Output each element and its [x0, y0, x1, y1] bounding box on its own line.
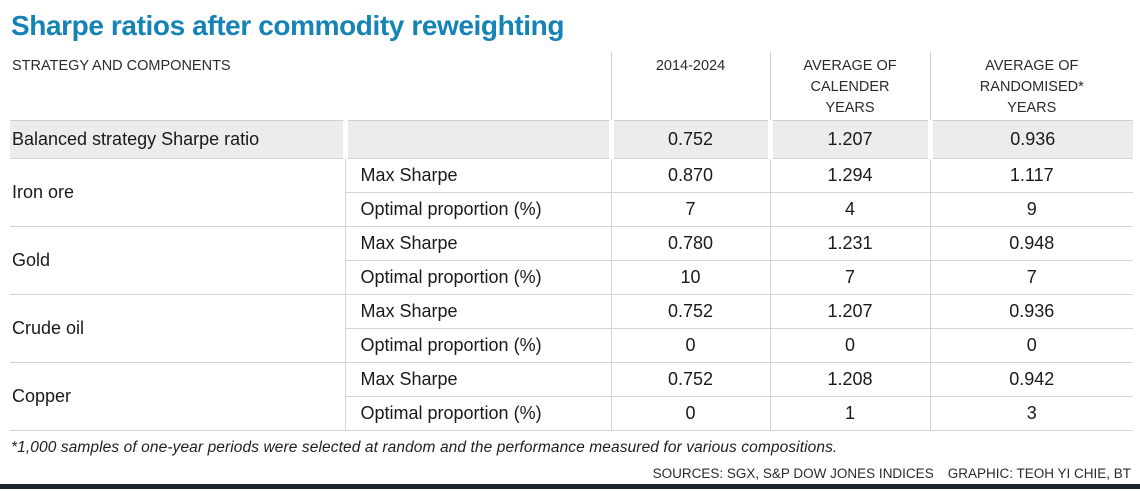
value-cell: 0.752 — [610, 362, 771, 397]
value-cell: 4 — [769, 192, 931, 227]
value-cell: 0.936 — [929, 294, 1134, 329]
value-cell: 1.207 — [767, 120, 931, 159]
table-row-gold-optimal: Optimal proportion (%) 10 7 7 — [10, 260, 1134, 295]
value-cell: 0.780 — [610, 226, 771, 261]
value-cell: 10 — [610, 260, 771, 295]
value-cell: 1.294 — [769, 158, 931, 193]
value-cell: 0.942 — [929, 362, 1134, 397]
balanced-label-cell: Balanced strategy Sharpe ratio — [10, 120, 345, 159]
value-cell: 0 — [610, 328, 771, 363]
table-row-iron-ore-optimal: Optimal proportion (%) 7 4 9 — [10, 192, 1134, 227]
col-header-avg-randomised: AVERAGE OF RANDOMISED* YEARS — [929, 52, 1134, 121]
table-row-copper-optimal: Optimal proportion (%) 0 1 3 — [10, 396, 1134, 431]
value-cell: 0.948 — [929, 226, 1134, 261]
value-cell: 1.117 — [929, 158, 1134, 193]
value-cell: 7 — [929, 260, 1134, 295]
value-cell: 0 — [929, 328, 1134, 363]
table-row-crude-oil-max-sharpe: Crude oil Max Sharpe 0.752 1.207 0.936 — [10, 294, 1134, 363]
component-cell: Max Sharpe — [344, 294, 612, 329]
credits-line: SOURCES: SGX, S&P DOW JONES INDICES GRAPH… — [10, 466, 1133, 481]
value-cell: 0.752 — [610, 294, 771, 329]
component-cell: Optimal proportion (%) — [344, 328, 612, 363]
value-cell: 1.231 — [769, 226, 931, 261]
value-cell: 1.207 — [769, 294, 931, 329]
table-row-copper-max-sharpe: Copper Max Sharpe 0.752 1.208 0.942 — [10, 362, 1134, 431]
credits-graphic: GRAPHIC: TEOH YI CHIE, BT — [947, 465, 1131, 481]
component-cell: Max Sharpe — [344, 226, 612, 261]
page-title: Sharpe ratios after commodity reweightin… — [11, 10, 565, 41]
component-cell: Max Sharpe — [344, 362, 612, 397]
commodity-cell: Iron ore — [10, 158, 345, 227]
infographic-page: Sharpe ratios after commodity reweightin… — [10, 10, 1134, 481]
value-cell: 3 — [929, 396, 1134, 431]
table-row-iron-ore-max-sharpe: Iron ore Max Sharpe 0.870 1.294 1.117 — [10, 158, 1134, 227]
value-cell: 7 — [610, 192, 771, 227]
value-cell: 9 — [929, 192, 1134, 227]
value-cell: 7 — [769, 260, 931, 295]
value-cell: 0.936 — [927, 120, 1134, 159]
value-cell: 0 — [610, 396, 771, 431]
value-cell: 1 — [769, 396, 931, 431]
sharpe-ratio-table: STRATEGY AND COMPONENTS 2014-2024 AVERAG… — [10, 52, 1134, 431]
component-cell: Optimal proportion (%) — [344, 260, 612, 295]
component-cell: Max Sharpe — [344, 158, 612, 193]
table-row-crude-oil-optimal: Optimal proportion (%) 0 0 0 — [10, 328, 1134, 363]
value-cell: 0.752 — [608, 120, 771, 159]
col-header-period: 2014-2024 — [610, 52, 771, 121]
footnote: *1,000 samples of one-year periods were … — [11, 438, 838, 456]
value-cell: 0 — [769, 328, 931, 363]
col-header-avg-calendar: AVERAGE OF CALENDER YEARS — [769, 52, 931, 121]
commodity-cell: Copper — [10, 362, 345, 431]
commodity-cell: Crude oil — [10, 294, 345, 363]
credits-sources: SOURCES: SGX, S&P DOW JONES INDICES — [652, 465, 934, 481]
component-cell: Optimal proportion (%) — [344, 396, 612, 431]
value-cell: 1.208 — [769, 362, 931, 397]
balanced-empty-cell — [342, 120, 612, 159]
bottom-bar — [0, 484, 1140, 489]
value-cell: 0.870 — [610, 158, 771, 193]
table-row-balanced: Balanced strategy Sharpe ratio 0.752 1.2… — [10, 120, 1134, 159]
component-cell: Optimal proportion (%) — [344, 192, 612, 227]
commodity-cell: Gold — [10, 226, 345, 295]
header-row: STRATEGY AND COMPONENTS 2014-2024 AVERAG… — [10, 52, 1134, 121]
table-row-gold-max-sharpe: Gold Max Sharpe 0.780 1.231 0.948 — [10, 226, 1134, 295]
col-header-strategy: STRATEGY AND COMPONENTS — [10, 52, 612, 121]
